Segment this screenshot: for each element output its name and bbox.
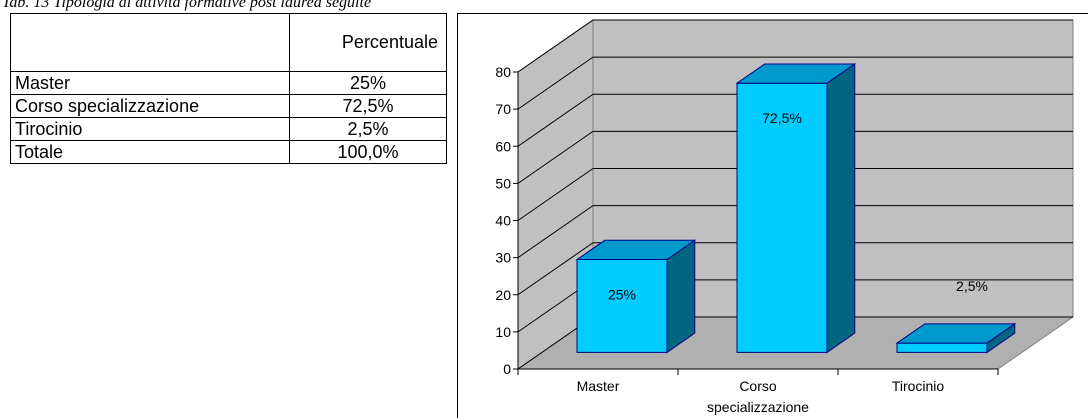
y-tick-label: 60 (495, 138, 511, 154)
table-caption: Tab. 13 Tipologia di attività formative … (2, 0, 372, 11)
bar-group (895, 322, 1017, 354)
data-label: 25% (608, 287, 636, 303)
table-header-empty (10, 13, 290, 72)
table-cell-category: Corso specializzazione (10, 94, 290, 118)
gridline-side (517, 205, 594, 259)
table-cell-total-value: 100,0% (289, 140, 447, 164)
table-row: Tirocinio 2,5% (10, 117, 447, 141)
gridline-side (517, 130, 594, 184)
gridline-side (517, 56, 594, 110)
gridline-side (517, 242, 594, 296)
x-tick-label-line: specializzazione (707, 399, 809, 415)
x-tick-label: Corso specializzazione (707, 378, 809, 415)
gridline-side (517, 93, 594, 147)
bar-front (896, 342, 988, 353)
y-tick-label: 80 (495, 64, 511, 80)
bar-chart-3d: 0 10 20 30 40 50 60 70 80 25% Master 72,5% Corso spec… (495, 19, 1075, 415)
table-cell-value: 2,5% (289, 117, 447, 141)
bar-top (575, 239, 697, 261)
table-cell-value: 72,5% (289, 94, 447, 118)
gridline-side (517, 19, 594, 73)
y-tick-label: 30 (495, 250, 511, 266)
bar-group (575, 239, 697, 354)
bar-top (735, 63, 857, 84)
data-label: 72,5% (762, 110, 802, 126)
bar-top (895, 323, 1017, 344)
gridline-side (517, 168, 594, 221)
x-tick-label: Master (577, 378, 620, 394)
data-label: 2,5% (956, 278, 988, 294)
table-cell-category: Master (10, 71, 290, 95)
percentage-table: Percentuale Master 25% Corso specializza… (10, 13, 447, 164)
table-row: Master 25% (10, 71, 447, 95)
table-row: Corso specializzazione 72,5% (10, 94, 447, 118)
y-tick-label: 10 (495, 324, 511, 340)
table-cell-value: 25% (289, 71, 447, 95)
y-tick-label: 20 (495, 287, 511, 303)
x-tick-label-line: Corso (739, 378, 777, 394)
bar-group (735, 63, 857, 354)
table-row-total: Totale 100,0% (10, 140, 447, 164)
chart-frame: 0 10 20 30 40 50 60 70 80 25% Master 72,5% Corso spec… (457, 13, 1088, 418)
y-tick-label: 0 (503, 361, 511, 377)
y-tick-label: 40 (495, 213, 511, 229)
x-tick-label-line: Master (577, 378, 620, 394)
table-header-percent: Percentuale (289, 13, 447, 72)
x-tick-label: Tirocinio (892, 378, 945, 394)
x-tick-label-line: Tirocinio (892, 378, 945, 394)
bar-side (826, 63, 856, 354)
table-cell-total-label: Totale (10, 140, 290, 164)
bar-front (576, 259, 668, 353)
y-tick-label: 50 (495, 175, 511, 191)
y-tick-label: 70 (495, 101, 511, 117)
table-cell-category: Tirocinio (10, 117, 290, 141)
table-header-row: Percentuale (10, 13, 447, 72)
